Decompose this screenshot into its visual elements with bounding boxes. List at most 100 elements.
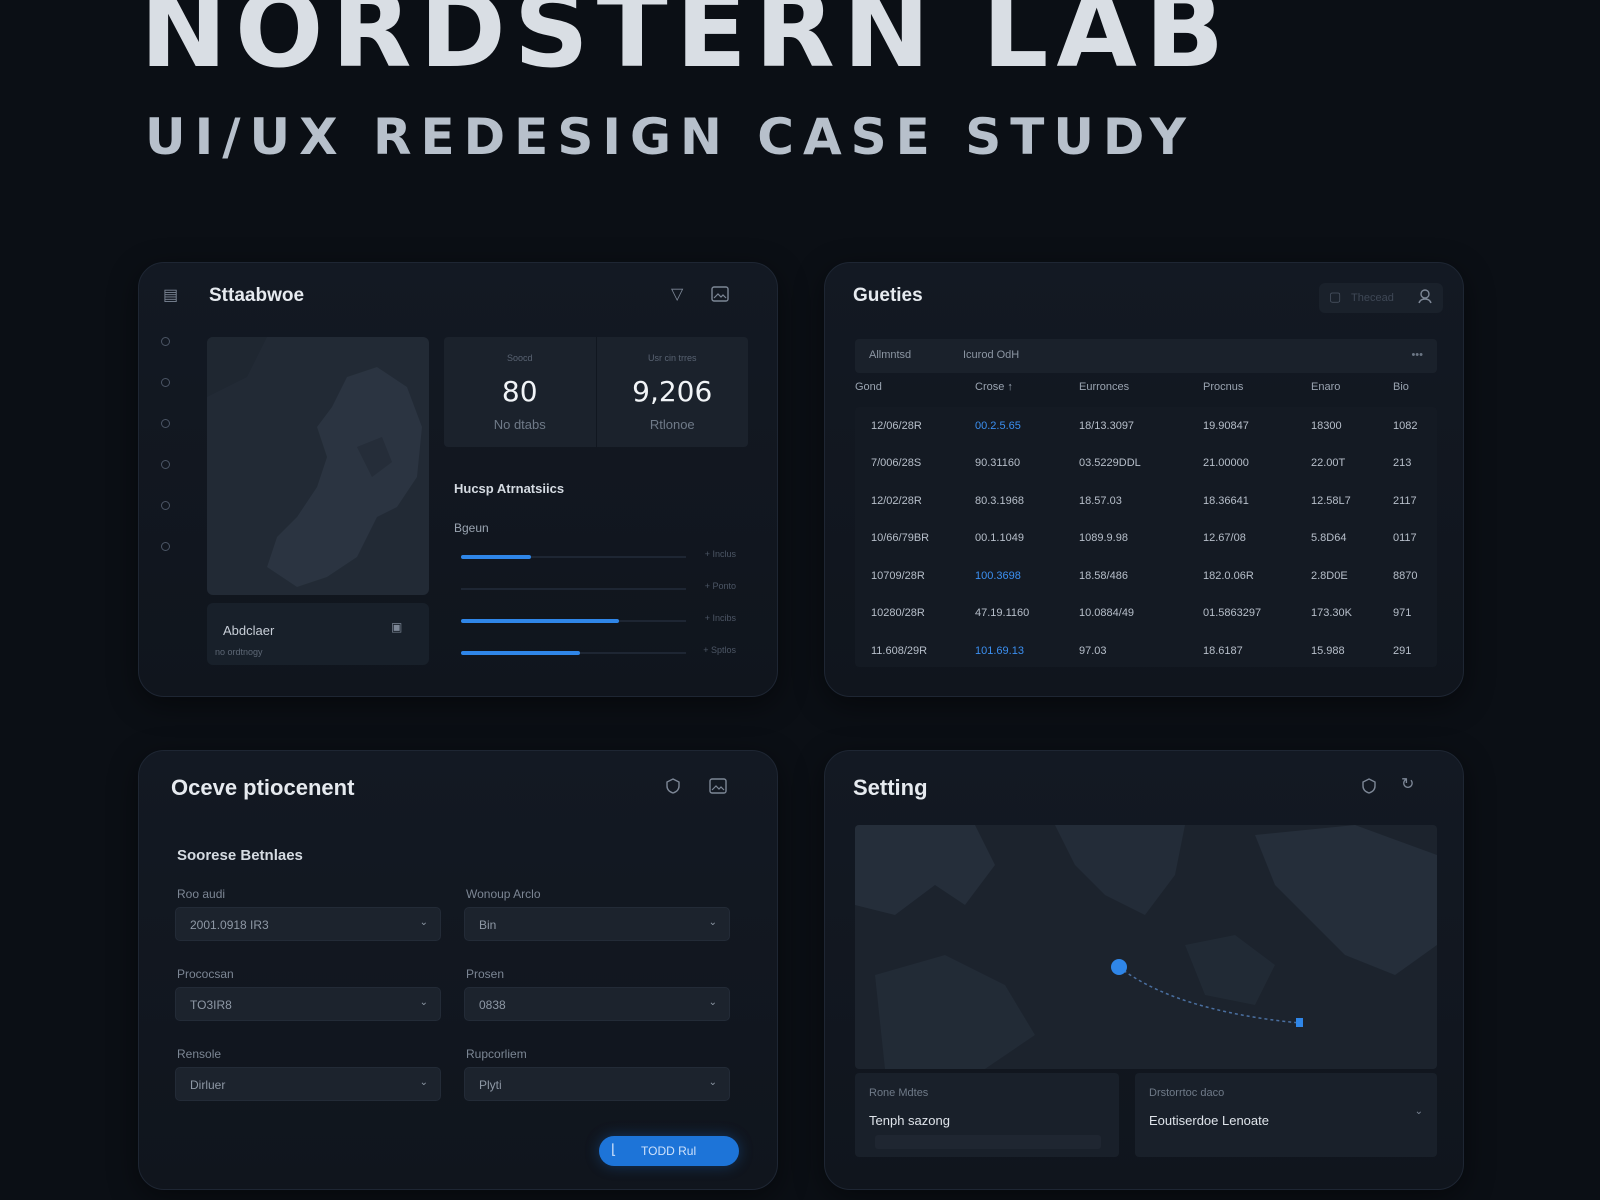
table-cell: 12.58L7 [1311,494,1351,507]
table-cell: 15.988 [1311,644,1345,657]
layout-icon[interactable]: ▤ [163,287,179,304]
table-cell: 101.69.13 [975,644,1024,657]
map-caption-card: Abdclaer no ordtnogy ▣ [207,603,429,665]
progress-label: + Sptlos [703,645,736,655]
more-icon[interactable]: ••• [1411,349,1423,361]
select-field[interactable]: 2001.0918 IR3 ⌄ [175,907,441,941]
info-key: Drstorrtoc daco [1149,1087,1225,1099]
table-cell: 10.0884/49 [1079,607,1135,620]
stat-caption: Usr cin trres [647,353,697,363]
table-cell: 00.2.5.65 [975,419,1021,432]
table-row[interactable]: 10280/28R 47.19.1160 10.0884/49 01.5863297 1… [855,595,1437,633]
shield-icon[interactable] [665,778,681,798]
refresh-icon[interactable]: ↻ [1401,776,1415,793]
table-row[interactable]: 11.608/29R 101.69.13 97.03 18.6187 15.988 291 [855,632,1437,670]
table-cell: 97.03 [1079,644,1107,657]
table-row[interactable]: 12/06/28R 00.2.5.65 18/13.3097 19.90847 1830… [855,407,1437,445]
field-label: Wonoup Arclo [466,887,541,901]
table-cell: 173.30K [1311,607,1352,620]
search-input[interactable]: ▢ Thecead [1319,283,1443,313]
table-cell: 19.90847 [1203,419,1249,432]
submit-button[interactable]: ⌊ TODD Rul [599,1136,739,1166]
select-value: Bin [479,918,497,932]
table-cell: 182.0.06R [1203,569,1254,582]
submit-button-label: TODD Rul [641,1144,697,1158]
table-cell: 18.36641 [1203,494,1249,507]
stat-value: 80 [501,375,538,408]
select-field[interactable]: Bin ⌄ [464,907,730,941]
info-card[interactable]: Rone Mdtes Tenph sazong [855,1073,1119,1157]
field-label: Roo audi [177,887,226,901]
table-cell: 18.6187 [1203,644,1243,657]
image-icon[interactable] [709,778,727,798]
info-card[interactable]: Drstorrtoc daco Eoutiserdoe Lenoate ⌄ [1135,1073,1437,1157]
chevron-down-icon: ⌄ [419,1077,428,1088]
progress-label: + Incibs [704,613,736,623]
filter-icon[interactable]: ▽ [671,286,684,303]
table-cell: 2117 [1393,494,1417,507]
nav-item[interactable] [161,337,170,346]
table-cell: 100.3698 [975,569,1021,582]
select-field[interactable]: Dirluer ⌄ [175,1067,441,1101]
nav-item[interactable] [161,460,170,469]
table-row[interactable]: 7/006/28S 90.31160 03.5229DDL 21.00000 22.00… [855,445,1437,483]
column-header[interactable]: Gond [855,381,882,393]
toolbar-filter[interactable]: Allmntsd [869,349,912,361]
nav-item[interactable] [161,378,170,387]
progress-track [875,1135,1101,1149]
chevron-down-icon: ⌄ [708,1077,717,1088]
progress-label: + Ponto [704,581,736,591]
table-cell: 01.5863297 [1203,607,1262,620]
progress-row: + Inclus [461,543,736,575]
user-search-icon[interactable] [1417,288,1433,308]
select-field[interactable]: 0838 ⌄ [464,987,730,1021]
table-cell: 12/06/28R [871,419,922,432]
table-cell: 00.1.1049 [975,532,1024,545]
select-field[interactable]: Plyti ⌄ [464,1067,730,1101]
table-cell: 10280/28R [871,607,925,620]
sidebar-nav [161,337,175,583]
table-cell: 18.58/486 [1079,569,1128,582]
nav-item[interactable] [161,419,170,428]
shield-icon[interactable] [1361,778,1377,798]
table-cell: 10/66/79BR [871,532,930,545]
chevron-down-icon: ⌄ [1414,1106,1423,1117]
nav-item[interactable] [161,501,170,510]
map-thumbnail[interactable] [207,337,429,595]
chevron-down-icon: ⌄ [419,997,428,1008]
search-box-icon: ▢ [1329,289,1342,304]
table-cell: 0117 [1393,532,1417,545]
hero-title: NORDSTERN LAB [140,0,1233,91]
column-header[interactable]: Enaro [1311,381,1341,393]
placement-panel: Oceve ptiocenent Soorese Betnlaes Roo au… [138,750,778,1190]
column-header[interactable]: Crose ↑ [975,381,1013,393]
column-header[interactable]: Eurronces [1079,381,1130,393]
toolbar-filter[interactable]: Icurod OdH [963,349,1020,361]
nav-item[interactable] [161,542,170,551]
stat-label: No dtabs [493,417,546,432]
map-caption-sub: no ordtnogy [215,647,263,657]
expand-icon[interactable]: ▣ [391,620,403,634]
select-field[interactable]: TO3IR8 ⌄ [175,987,441,1021]
table-row[interactable]: 10/66/79BR 00.1.1049 1089.9.98 12.67/08 5.8D… [855,520,1437,558]
section-subtitle: Bgeun [454,521,489,535]
field-label: Prococsan [177,967,234,981]
image-icon[interactable] [711,286,729,306]
table-cell: 11.608/29R [871,644,928,657]
table-cell: 1089.9.98 [1079,532,1128,545]
table-row[interactable]: 12/02/28R 80.3.1968 18.57.03 18.36641 12.58L… [855,482,1437,520]
info-key: Rone Mdtes [869,1087,929,1099]
route-map[interactable] [855,825,1437,1069]
table-cell: 7/006/28S [871,457,922,470]
table-row[interactable]: 10709/28R 100.3698 18.58/486 182.0.06R 2.8D0… [855,557,1437,595]
progress-label: + Inclus [704,549,736,559]
stat-item: Usr cin trres 9,206 Rtlonoe [595,337,749,447]
column-header[interactable]: Procnus [1203,381,1244,393]
column-header[interactable]: Bio [1393,381,1409,393]
chevron-down-icon: ⌄ [419,917,428,928]
chevron-down-icon: ⌄ [708,917,717,928]
section-title: Soorese Betnlaes [177,847,303,864]
table-cell: 8870 [1393,569,1418,582]
table-cell: 2.8D0E [1311,569,1348,582]
table-cell: 12/02/28R [871,494,922,507]
